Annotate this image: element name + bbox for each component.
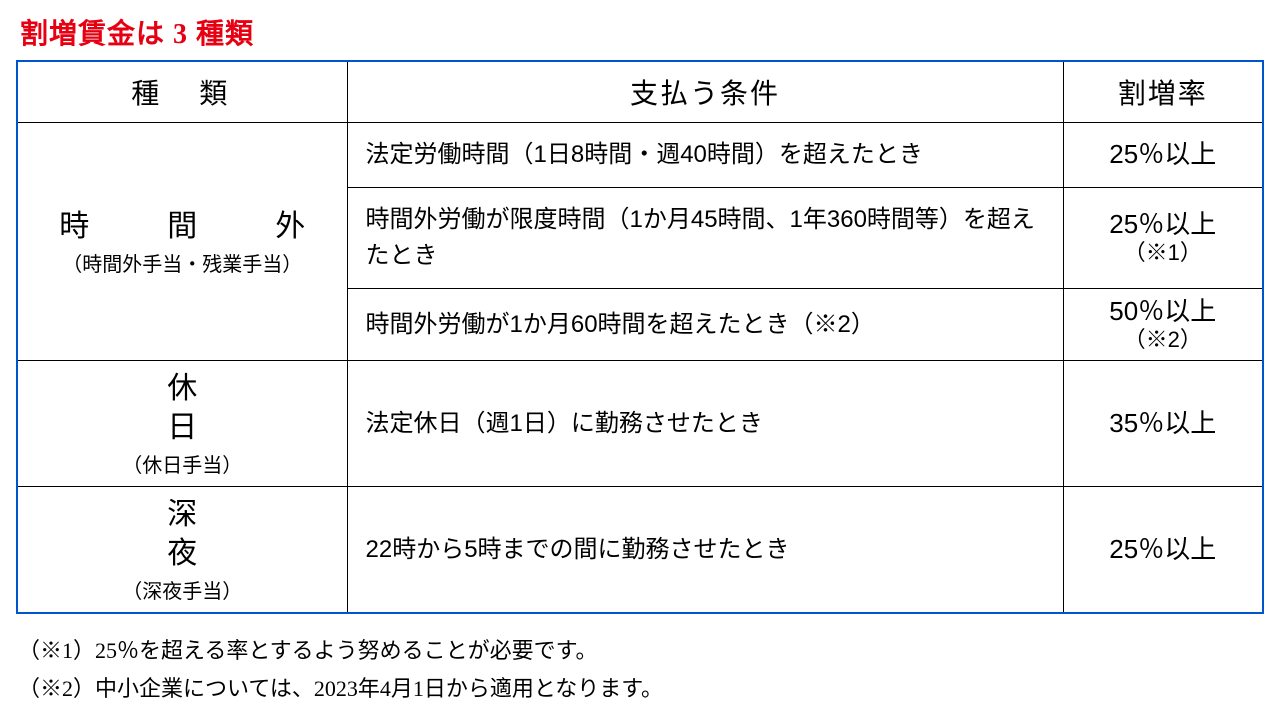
overtime-rate-3: 50％以上 （※2） [1063, 289, 1263, 361]
type-holiday: 休日 （休日手当） [17, 361, 347, 487]
premium-wage-table: 種 類 支払う条件 割増率 時 間 外 （時間外手当・残業手当） 法定労働時間（… [16, 60, 1264, 614]
overtime-cond-2: 時間外労働が限度時間（1か月45時間、1年360時間等）を超えたとき [347, 188, 1063, 289]
overtime-rate-2: 25％以上 （※1） [1063, 188, 1263, 289]
type-holiday-main: 休日 [24, 369, 341, 447]
type-night-sub: （深夜手当） [24, 575, 341, 604]
footnotes: （※1）25％を超える率とするよう努めることが必要です。 （※2）中小企業につい… [16, 632, 1264, 707]
type-overtime-main: 時 間 外 [24, 207, 341, 246]
overtime-rate-3-val: 50％以上 [1109, 296, 1216, 326]
page-title: 割増賃金は 3 種類 [20, 12, 1264, 52]
overtime-rate-3-note: （※2） [1068, 327, 1259, 352]
type-overtime: 時 間 外 （時間外手当・残業手当） [17, 123, 347, 361]
overtime-rate-1: 25％以上 [1063, 123, 1263, 188]
table-row: 時 間 外 （時間外手当・残業手当） 法定労働時間（1日8時間・週40時間）を超… [17, 123, 1263, 188]
night-cond: 22時から5時までの間に勤務させたとき [347, 487, 1063, 614]
night-rate: 25％以上 [1063, 487, 1263, 614]
overtime-rate-2-val: 25％以上 [1109, 209, 1216, 239]
type-night-main: 深夜 [24, 495, 341, 573]
overtime-cond-3: 時間外労働が1か月60時間を超えたとき（※2） [347, 289, 1063, 361]
overtime-rate-2-note: （※1） [1068, 240, 1259, 265]
holiday-cond: 法定休日（週1日）に勤務させたとき [347, 361, 1063, 487]
holiday-rate: 35％以上 [1063, 361, 1263, 487]
footnote-1: （※1）25％を超える率とするよう努めることが必要です。 [18, 632, 1264, 669]
header-rate: 割増率 [1063, 61, 1263, 123]
table-row: 休日 （休日手当） 法定休日（週1日）に勤務させたとき 35％以上 [17, 361, 1263, 487]
table-header-row: 種 類 支払う条件 割増率 [17, 61, 1263, 123]
overtime-cond-1: 法定労働時間（1日8時間・週40時間）を超えたとき [347, 123, 1063, 188]
footnote-2: （※2）中小企業については、2023年4月1日から適用となります。 [18, 670, 1264, 707]
header-type: 種 類 [17, 61, 347, 123]
type-overtime-sub: （時間外手当・残業手当） [24, 248, 341, 277]
header-condition: 支払う条件 [347, 61, 1063, 123]
type-night: 深夜 （深夜手当） [17, 487, 347, 614]
table-row: 深夜 （深夜手当） 22時から5時までの間に勤務させたとき 25％以上 [17, 487, 1263, 614]
type-holiday-sub: （休日手当） [24, 449, 341, 478]
